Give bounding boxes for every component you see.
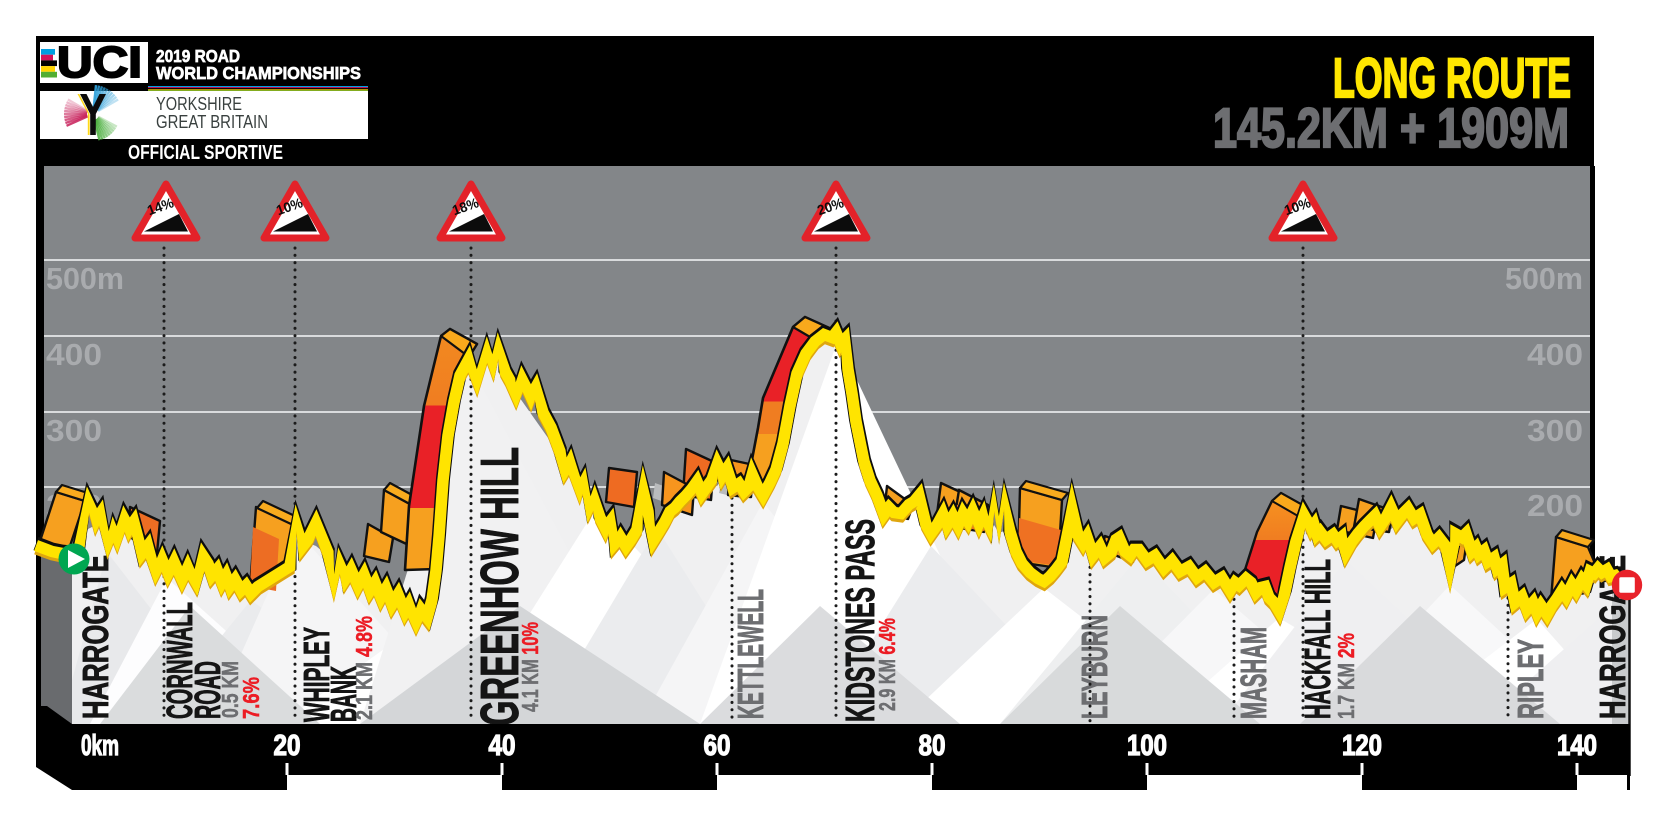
svg-text:4.1 KM 10%: 4.1 KM 10%: [517, 622, 543, 712]
svg-text:ROAD: ROAD: [187, 661, 228, 719]
svg-text:HACKFALL HILL: HACKFALL HILL: [1297, 559, 1338, 719]
svg-text:0km: 0km: [81, 730, 119, 762]
svg-text:400: 400: [46, 337, 102, 372]
svg-text:2.1 KM 4.8%: 2.1 KM 4.8%: [351, 616, 377, 720]
svg-text:1.7 KM 2%: 1.7 KM 2%: [1333, 633, 1359, 719]
svg-text:200: 200: [1527, 488, 1583, 523]
svg-text:WORLD CHAMPIONSHIPS: WORLD CHAMPIONSHIPS: [156, 63, 361, 83]
svg-text:140: 140: [1557, 730, 1597, 762]
svg-text:BANK: BANK: [323, 666, 364, 722]
svg-text:LEYBURN: LEYBURN: [1074, 615, 1115, 719]
svg-text:YORKSHIRE: YORKSHIRE: [156, 94, 242, 114]
svg-text:20: 20: [274, 730, 301, 762]
svg-text:GREAT BRITAIN: GREAT BRITAIN: [156, 112, 268, 132]
svg-text:300: 300: [1527, 413, 1583, 448]
svg-text:KETTLEWELL: KETTLEWELL: [730, 589, 771, 719]
svg-text:WHIPLEY: WHIPLEY: [296, 627, 337, 722]
svg-text:OFFICIAL SPORTIVE: OFFICIAL SPORTIVE: [128, 142, 283, 164]
svg-text:145.2KM + 1909M: 145.2KM + 1909M: [1213, 96, 1569, 159]
svg-text:60: 60: [704, 730, 731, 762]
svg-text:HARROGATE: HARROGATE: [75, 555, 116, 719]
svg-text:GREENHOW HILL: GREENHOW HILL: [470, 447, 530, 726]
svg-text:300: 300: [46, 413, 102, 448]
svg-text:KIDSTONES PASS: KIDSTONES PASS: [837, 519, 883, 722]
svg-text:400: 400: [1527, 337, 1583, 372]
svg-text:80: 80: [919, 730, 946, 762]
svg-text:500m: 500m: [46, 261, 124, 296]
svg-text:RIPLEY: RIPLEY: [1510, 639, 1551, 719]
svg-text:LONG ROUTE: LONG ROUTE: [1333, 46, 1571, 109]
svg-text:UCI: UCI: [57, 38, 142, 87]
svg-text:100: 100: [1127, 730, 1167, 762]
svg-text:2.9 KM 6.4%: 2.9 KM 6.4%: [874, 618, 900, 711]
svg-text:500m: 500m: [1505, 261, 1583, 296]
svg-text:0.5 KM: 0.5 KM: [217, 661, 243, 718]
svg-text:CORNWALL: CORNWALL: [159, 602, 200, 719]
svg-text:2019 ROAD: 2019 ROAD: [156, 46, 240, 66]
svg-text:120: 120: [1342, 730, 1382, 762]
svg-text:MASHAM: MASHAM: [1233, 627, 1274, 719]
svg-text:40: 40: [489, 730, 516, 762]
svg-text:7.6%: 7.6%: [238, 677, 264, 719]
